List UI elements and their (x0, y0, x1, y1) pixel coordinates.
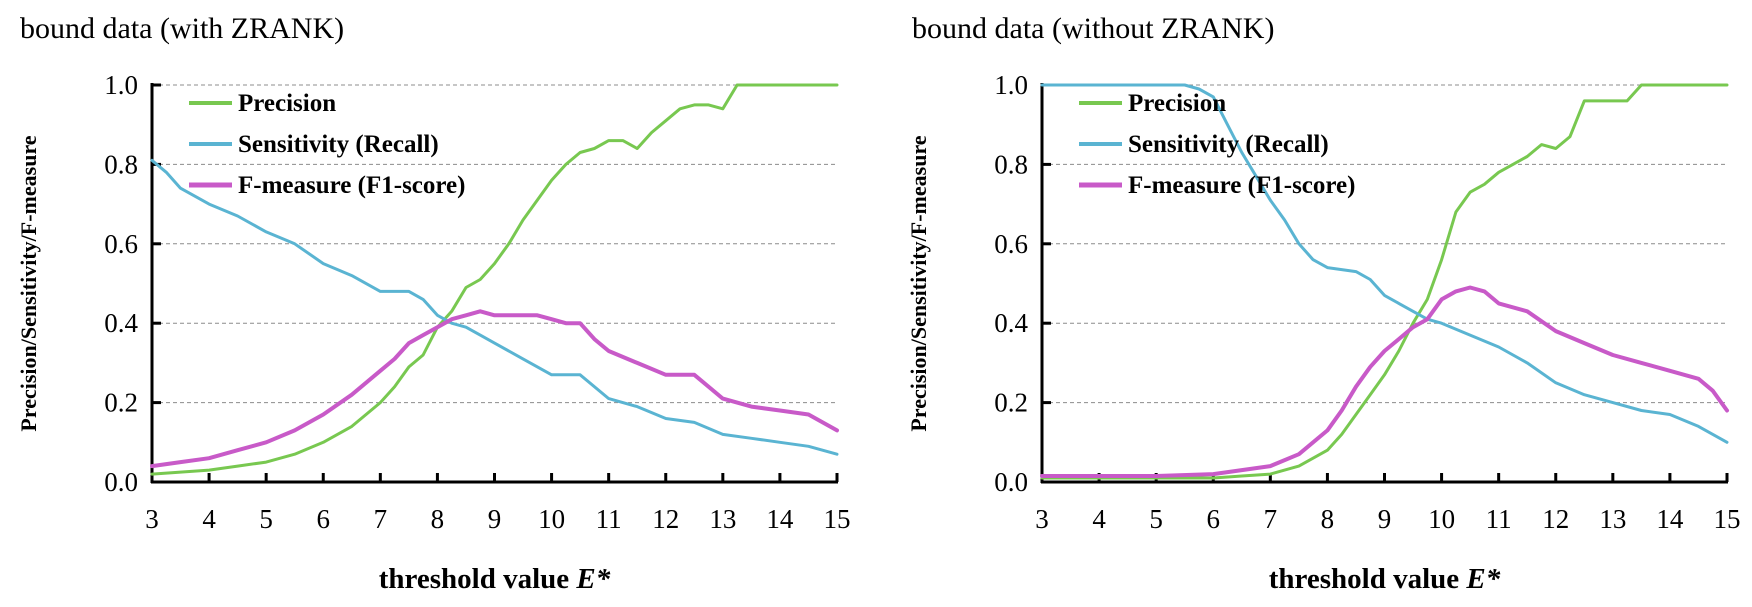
legend-label: Precision (238, 90, 336, 117)
y-tick-label: 0.4 (994, 308, 1028, 338)
x-tick-label: 6 (317, 504, 331, 534)
x-axis-label: threshold value E* (379, 563, 611, 595)
x-tick-label: 14 (766, 504, 794, 534)
x-tick-label: 9 (488, 504, 502, 534)
y-tick-label: 0.2 (104, 388, 138, 418)
x-tick-label: 12 (1542, 504, 1569, 534)
x-axis-label: threshold value E* (1269, 563, 1501, 595)
x-tick-label: 11 (596, 504, 622, 534)
x-tick-label: 7 (1264, 504, 1278, 534)
x-tick-label: 15 (1714, 504, 1741, 534)
y-tick-label: 0.8 (994, 149, 1028, 179)
y-tick-label: 1.0 (104, 70, 138, 100)
chart-title: bound data (with ZRANK) (20, 12, 344, 45)
x-tick-label: 11 (1486, 504, 1512, 534)
x-tick-label: 7 (374, 504, 388, 534)
y-tick-label: 0.0 (104, 467, 138, 497)
x-tick-label: 10 (1428, 504, 1455, 534)
x-tick-label: 9 (1378, 504, 1392, 534)
x-tick-label: 8 (1321, 504, 1335, 534)
legend-label: Precision (1128, 90, 1226, 117)
x-tick-label: 4 (1092, 504, 1106, 534)
legend-label: F-measure (F1-score) (238, 172, 465, 199)
x-tick-label: 13 (709, 504, 736, 534)
x-tick-label: 13 (1599, 504, 1626, 534)
x-tick-label: 6 (1207, 504, 1221, 534)
chart-panel-2: bound data (without ZRANK) 0.0 0.2 0.4 0.6 0.… (906, 12, 1741, 595)
chart-title: bound data (without ZRANK) (912, 12, 1274, 45)
x-tick-label: 5 (259, 504, 273, 534)
x-tick-label: 14 (1656, 504, 1684, 534)
y-tick-label: 0.4 (104, 308, 138, 338)
y-tick-label: 0.6 (994, 229, 1028, 259)
y-axis-label: Precision/Sensitivity/F-measure (16, 135, 41, 431)
chart-panel-1: bound data (with ZRANK) 0.0 0.2 0.4 0.6 0.8 1.… (16, 12, 851, 595)
y-tick-label: 0.6 (104, 229, 138, 259)
x-tick-label: 3 (1035, 504, 1049, 534)
x-tick-label: 12 (652, 504, 679, 534)
y-tick-label: 1.0 (994, 70, 1028, 100)
x-tick-label: 4 (202, 504, 216, 534)
y-tick-label: 0.2 (994, 388, 1028, 418)
series-line-2 (150, 158, 839, 456)
legend-label: Sensitivity (Recall) (238, 131, 439, 158)
series-line-3 (1040, 285, 1729, 478)
series-line-1 (150, 83, 839, 476)
x-tick-label: 10 (538, 504, 565, 534)
x-tick-label: 5 (1149, 504, 1163, 534)
legend-label: Sensitivity (Recall) (1128, 131, 1329, 158)
x-tick-label: 8 (431, 504, 445, 534)
x-tick-label: 3 (145, 504, 159, 534)
y-tick-label: 0.0 (994, 467, 1028, 497)
series-line-3 (150, 309, 839, 469)
y-axis-label: Precision/Sensitivity/F-measure (906, 135, 931, 431)
series-line-2 (1040, 83, 1729, 444)
x-tick-label: 15 (824, 504, 851, 534)
y-tick-label: 0.8 (104, 149, 138, 179)
series-line-1 (1040, 83, 1729, 480)
legend-label: F-measure (F1-score) (1128, 172, 1355, 199)
